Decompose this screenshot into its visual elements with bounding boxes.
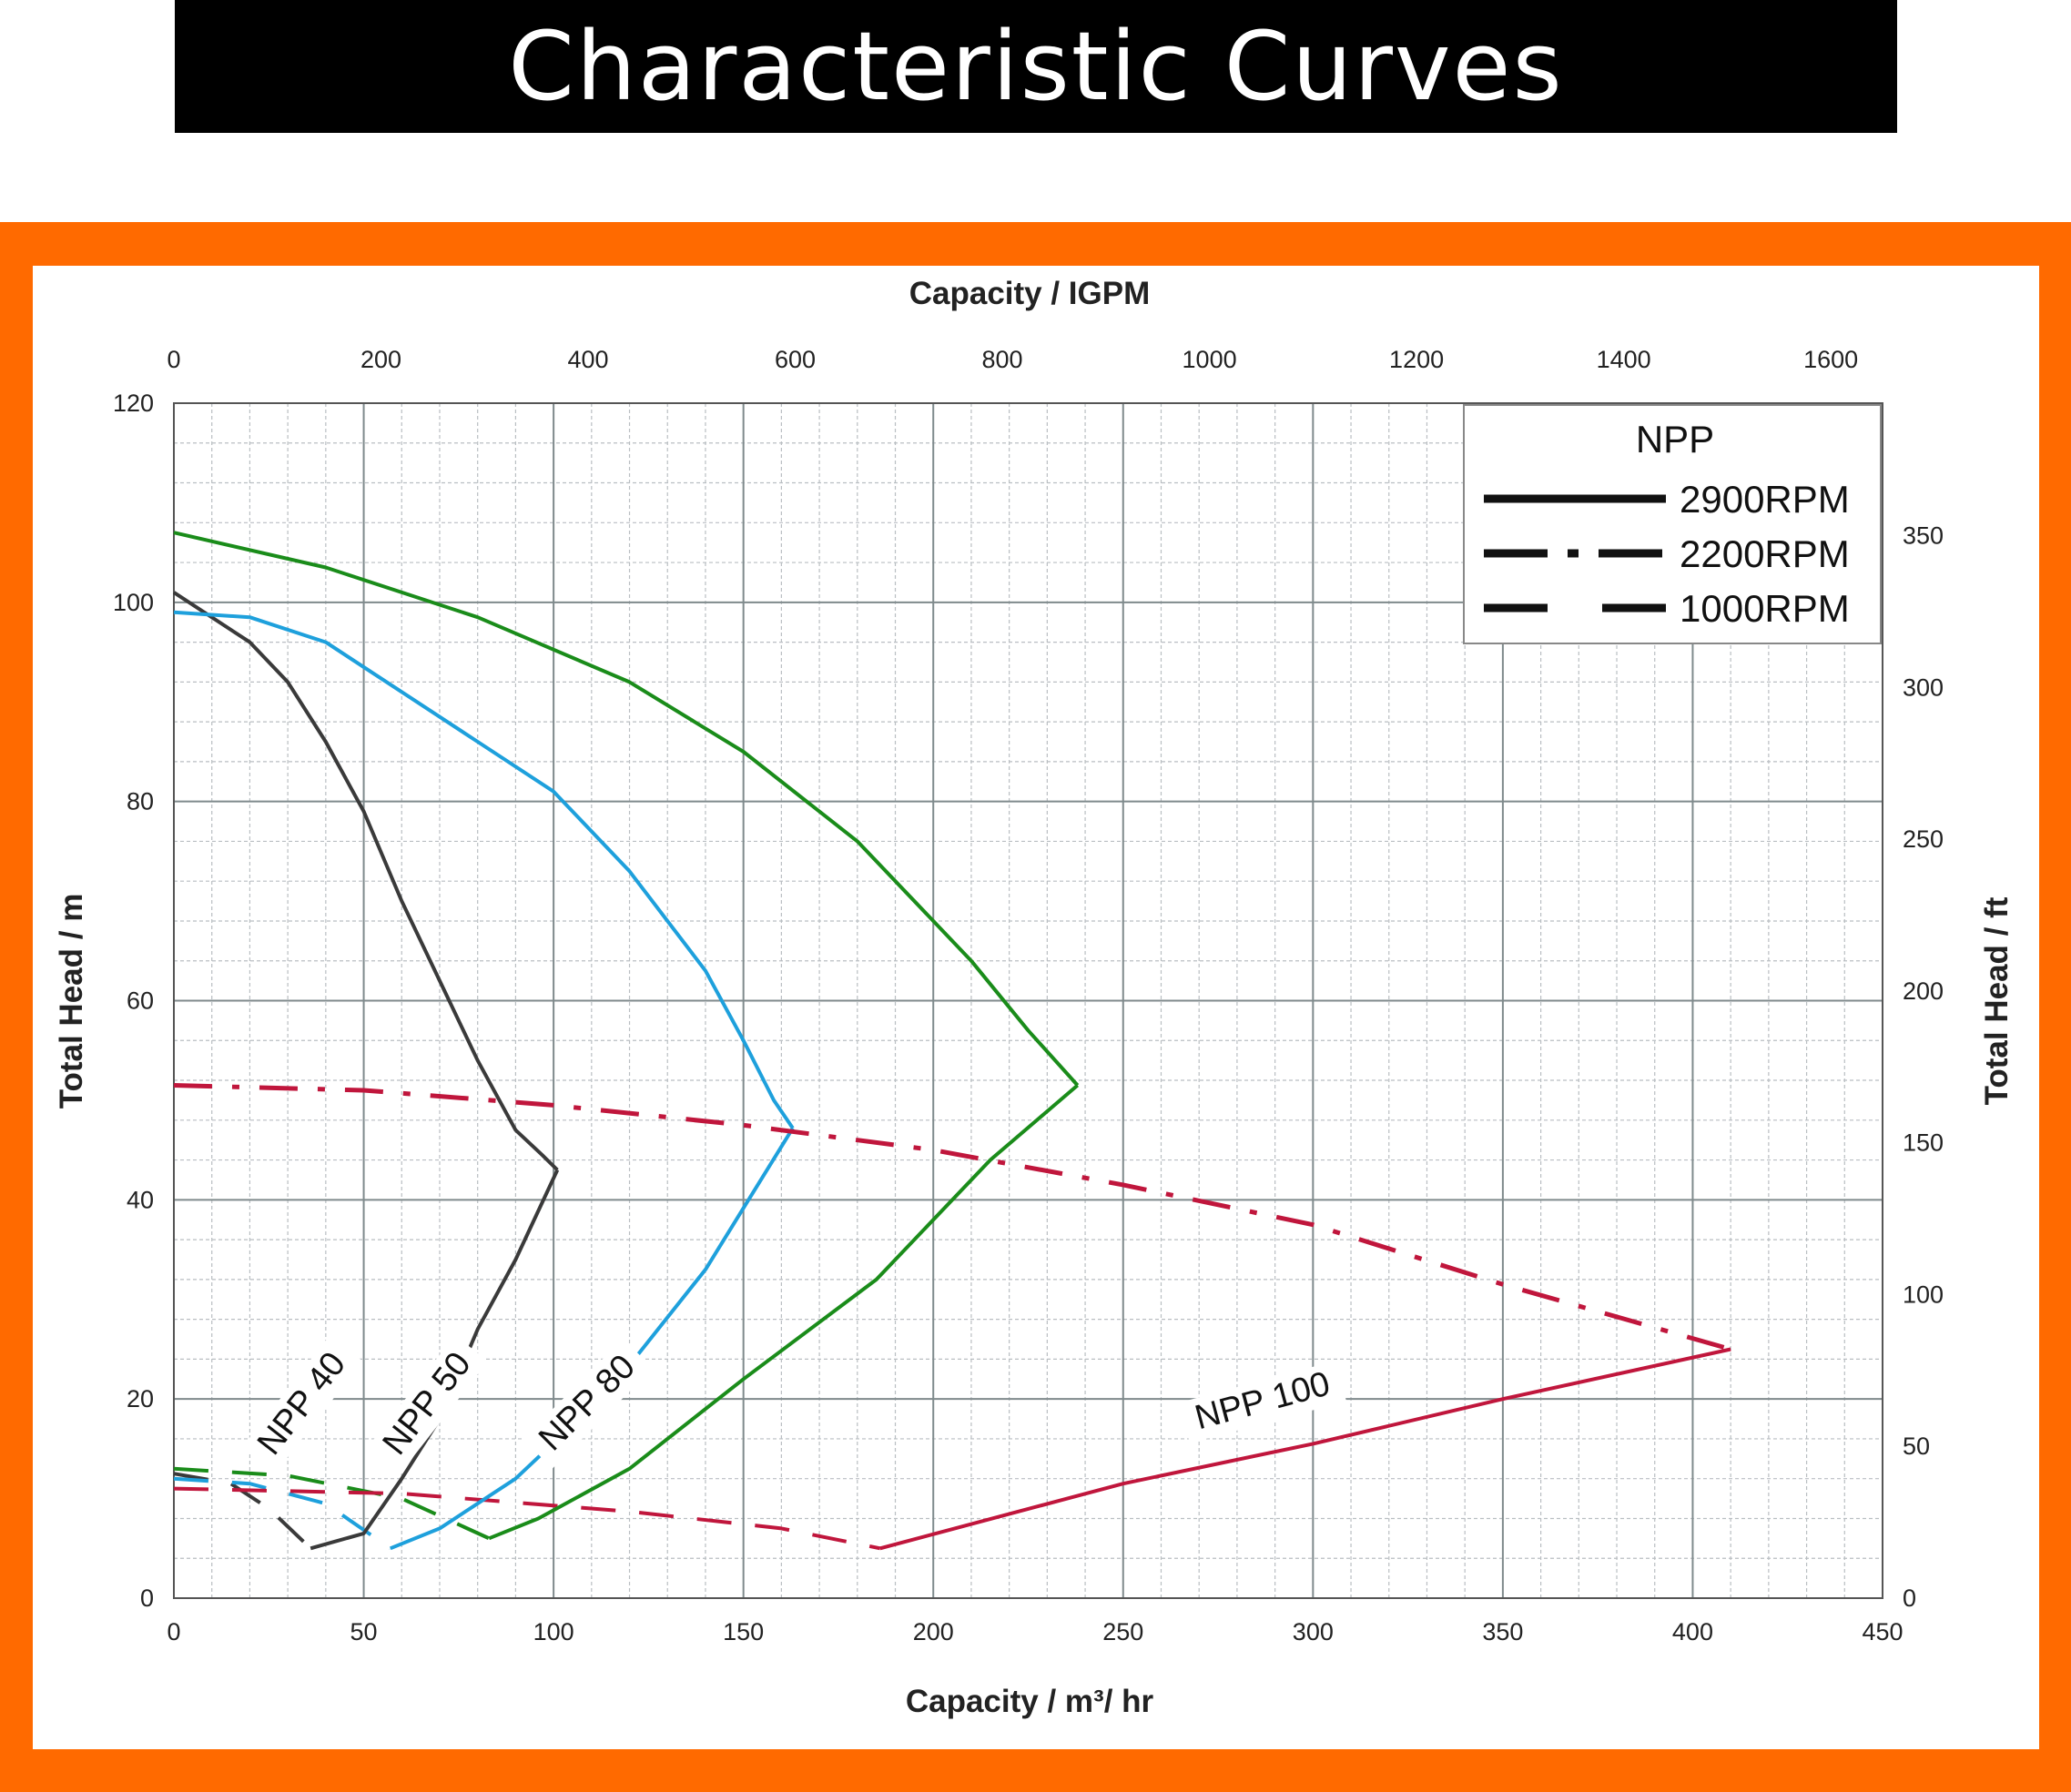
y2-tick-label: 200 — [1903, 977, 1944, 1005]
legend: NPP 2900RPM 2200RPM 1000RPM — [1463, 404, 1882, 644]
curve-label-bg — [242, 1335, 363, 1473]
y-ticks-left: 0 20 40 60 80 100 120 — [113, 390, 154, 1612]
series-line-1000rpm — [173, 1476, 391, 1550]
y-axis-title: Total Head / m — [54, 894, 89, 1109]
series-line-upper — [173, 1083, 1731, 1352]
y-tick-label: 120 — [113, 390, 154, 417]
y2-tick-label: 150 — [1903, 1129, 1944, 1157]
x2-tick-label: 1200 — [1389, 346, 1444, 373]
x2-axis-title: Capacity / IGPM — [909, 276, 1151, 311]
y2-tick-label: 300 — [1903, 673, 1944, 701]
series-labels: NPP 40 NPP 50 NPP 80 NPP 100 — [242, 1335, 1347, 1473]
y2-tick-label: 100 — [1903, 1281, 1944, 1308]
y-tick-label: 100 — [113, 589, 154, 616]
curve-label: NPP 40 — [250, 1345, 353, 1463]
legend-title: NPP — [1636, 418, 1714, 461]
x2-tick-label: 0 — [167, 346, 180, 373]
y-tick-label: 0 — [140, 1584, 154, 1612]
x2-tick-label: 1600 — [1803, 346, 1858, 373]
y2-tick-label: 250 — [1903, 825, 1944, 853]
series-line-upper — [172, 591, 559, 1171]
y2-axis-title: Total Head / ft — [1979, 896, 2015, 1105]
x-axis-title: Capacity / m³/ hr — [906, 1684, 1154, 1719]
x2-tick-label: 1400 — [1597, 346, 1651, 373]
x-tick-label: 300 — [1293, 1618, 1334, 1645]
x2-tick-label: 1000 — [1183, 346, 1237, 373]
series-line-lower — [879, 1347, 1731, 1551]
curve-label-group: NPP 40 — [242, 1335, 363, 1473]
curve-label-group: NPP 50 — [367, 1335, 489, 1473]
legend-label-2900: 2900RPM — [1680, 478, 1850, 521]
series-line-1000rpm — [173, 1486, 881, 1551]
x-tick-label: 200 — [913, 1618, 954, 1645]
series-line-upper — [173, 531, 1080, 1087]
legend-label-1000: 1000RPM — [1680, 587, 1850, 630]
y-ticks-right: 0 50 100 150 200 250 300 350 — [1903, 522, 1944, 1612]
page-title: Characteristic Curves — [175, 0, 1897, 133]
x-tick-label: 450 — [1862, 1618, 1903, 1645]
y-tick-label: 80 — [127, 788, 154, 815]
curve-label: NPP 80 — [532, 1348, 643, 1459]
legend-box — [1463, 404, 1882, 644]
y2-tick-label: 350 — [1903, 522, 1944, 550]
y-tick-label: 60 — [127, 987, 154, 1015]
y-tick-label: 40 — [127, 1186, 154, 1213]
x-tick-label: 150 — [723, 1618, 764, 1645]
x-tick-label: 250 — [1102, 1618, 1143, 1645]
curve-label-bg — [1179, 1361, 1347, 1443]
curve-label-group: NPP 100 — [1179, 1361, 1347, 1443]
curve-label-bg — [367, 1335, 489, 1473]
x2-tick-label: 200 — [360, 346, 401, 373]
curve-label-bg — [523, 1338, 654, 1469]
x-tick-label: 350 — [1482, 1618, 1523, 1645]
x-tick-label: 400 — [1672, 1618, 1713, 1645]
x2-tick-label: 600 — [775, 346, 816, 373]
y2-tick-label: 0 — [1903, 1584, 1916, 1612]
x-tick-label: 0 — [167, 1618, 180, 1645]
plot-border — [173, 402, 1883, 1599]
series-line-upper — [173, 610, 795, 1129]
x-tick-label: 100 — [533, 1618, 574, 1645]
x-ticks-bottom: 0 50 100 150 200 250 300 350 400 450 — [167, 1618, 1903, 1645]
series-line-lower — [390, 1127, 795, 1551]
legend-label-2200: 2200RPM — [1680, 532, 1850, 575]
series-line-lower — [488, 1083, 1080, 1541]
y-tick-label: 20 — [127, 1385, 154, 1412]
x2-tick-label: 400 — [567, 346, 608, 373]
curve-label: NPP 50 — [375, 1345, 478, 1463]
series-line-1000rpm — [173, 1472, 312, 1550]
x-ticks-top: 0 200 400 600 800 1000 1200 1400 1600 — [167, 346, 1858, 373]
curve-label-group: NPP 80 — [523, 1338, 654, 1469]
x-tick-label: 50 — [350, 1618, 378, 1645]
x2-tick-label: 800 — [982, 346, 1023, 373]
series-lines — [172, 531, 1731, 1551]
y2-tick-label: 50 — [1903, 1433, 1930, 1460]
